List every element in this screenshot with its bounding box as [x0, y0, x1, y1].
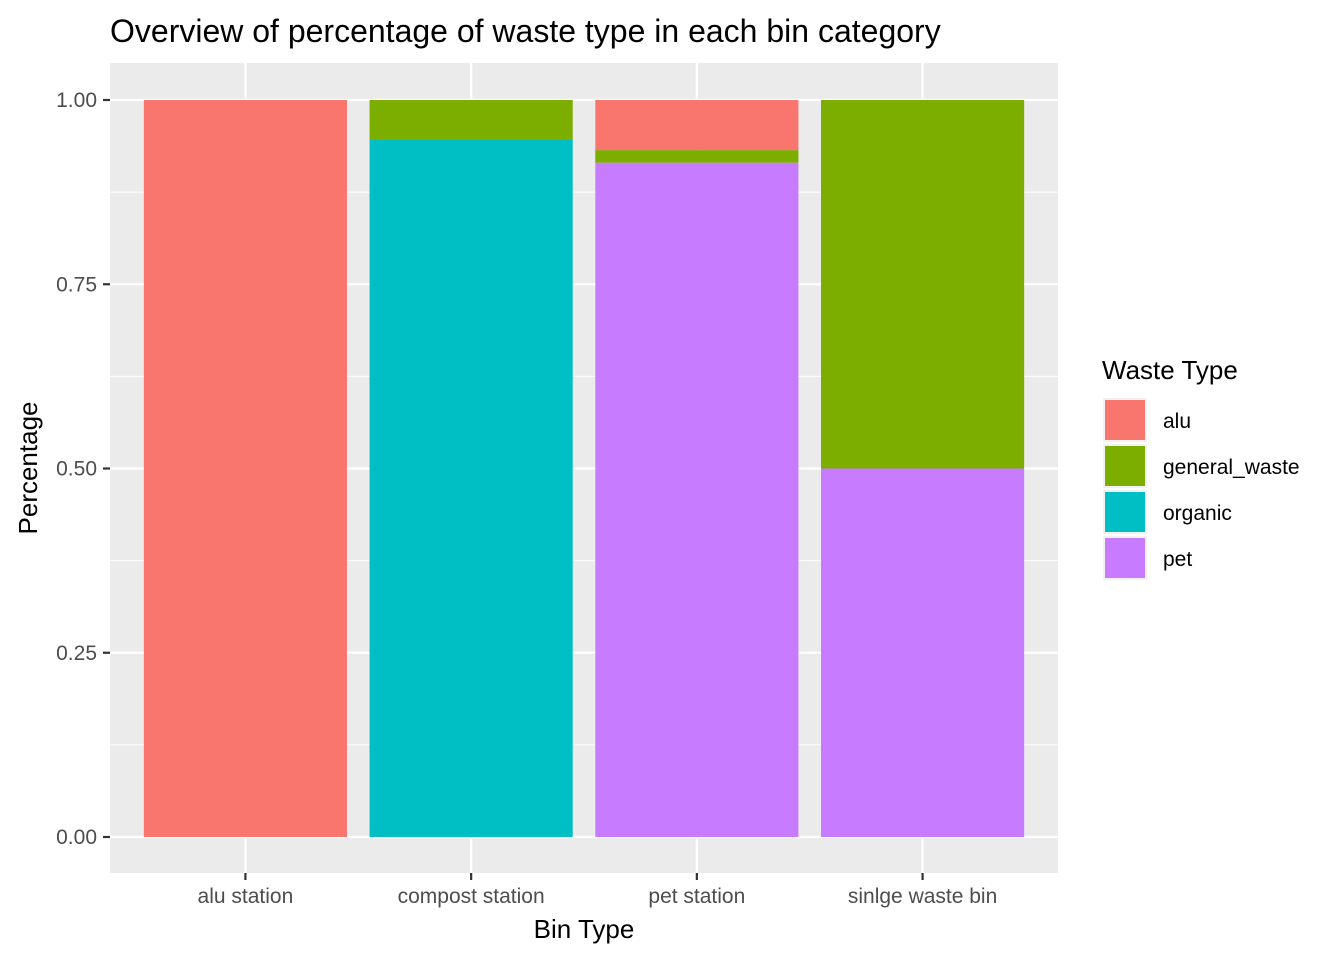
x-tick-label: alu station	[198, 885, 294, 908]
y-tick-label: 0.75	[56, 273, 97, 296]
bar-segment-alu	[143, 100, 347, 837]
legend-swatch-general_waste	[1105, 446, 1145, 486]
bar-segment-general_waste	[369, 100, 573, 140]
legend-label: alu	[1163, 410, 1191, 433]
x-tick-label: sinlge waste bin	[848, 885, 997, 908]
x-axis-title: Bin Type	[534, 914, 635, 944]
y-axis: 0.00 0.25 0.50 0.75 1.00	[56, 89, 110, 849]
y-tick-label: 0.50	[56, 458, 97, 481]
y-tick-label: 0.25	[56, 642, 97, 665]
bar-segment-general_waste	[595, 150, 799, 163]
y-tick-label: 0.00	[56, 826, 97, 849]
legend-swatch-alu	[1105, 400, 1145, 440]
bar-segment-organic	[369, 139, 573, 837]
legend-label: pet	[1163, 548, 1192, 571]
legend-swatch-organic	[1105, 492, 1145, 532]
legend-swatch-pet	[1105, 538, 1145, 578]
bar-segment-general_waste	[821, 100, 1025, 469]
legend-title: Waste Type	[1102, 355, 1238, 385]
bar-segment-pet	[595, 162, 799, 837]
x-tick-label: compost station	[398, 885, 545, 908]
legend-label: general_waste	[1163, 456, 1300, 479]
x-axis: alu station compost station pet station sin…	[198, 873, 997, 908]
y-tick-label: 1.00	[56, 89, 97, 112]
chart-title: Overview of percentage of waste type in …	[110, 13, 941, 49]
bars	[143, 100, 1025, 837]
legend-label: organic	[1163, 502, 1232, 525]
y-axis-title: Percentage	[13, 402, 43, 535]
x-tick-label: pet station	[648, 885, 745, 908]
bar-segment-alu	[595, 100, 799, 151]
bar-segment-pet	[821, 468, 1025, 837]
